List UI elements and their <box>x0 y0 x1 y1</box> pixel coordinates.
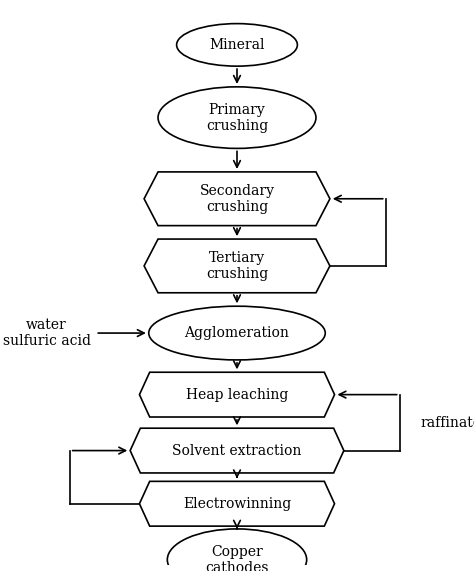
Text: Secondary
crushing: Secondary crushing <box>200 184 274 214</box>
Text: Mineral: Mineral <box>209 38 265 52</box>
Text: Agglomeration: Agglomeration <box>184 326 290 340</box>
Text: raffinate: raffinate <box>420 416 474 429</box>
Text: water
sulfuric acid: water sulfuric acid <box>2 318 91 348</box>
Text: Heap leaching: Heap leaching <box>186 388 288 401</box>
Text: Solvent extraction: Solvent extraction <box>173 444 301 457</box>
Text: Primary
crushing: Primary crushing <box>206 103 268 132</box>
Text: Tertiary
crushing: Tertiary crushing <box>206 251 268 281</box>
Text: Copper
cathodes: Copper cathodes <box>205 545 269 571</box>
Text: Electrowinning: Electrowinning <box>183 497 291 510</box>
